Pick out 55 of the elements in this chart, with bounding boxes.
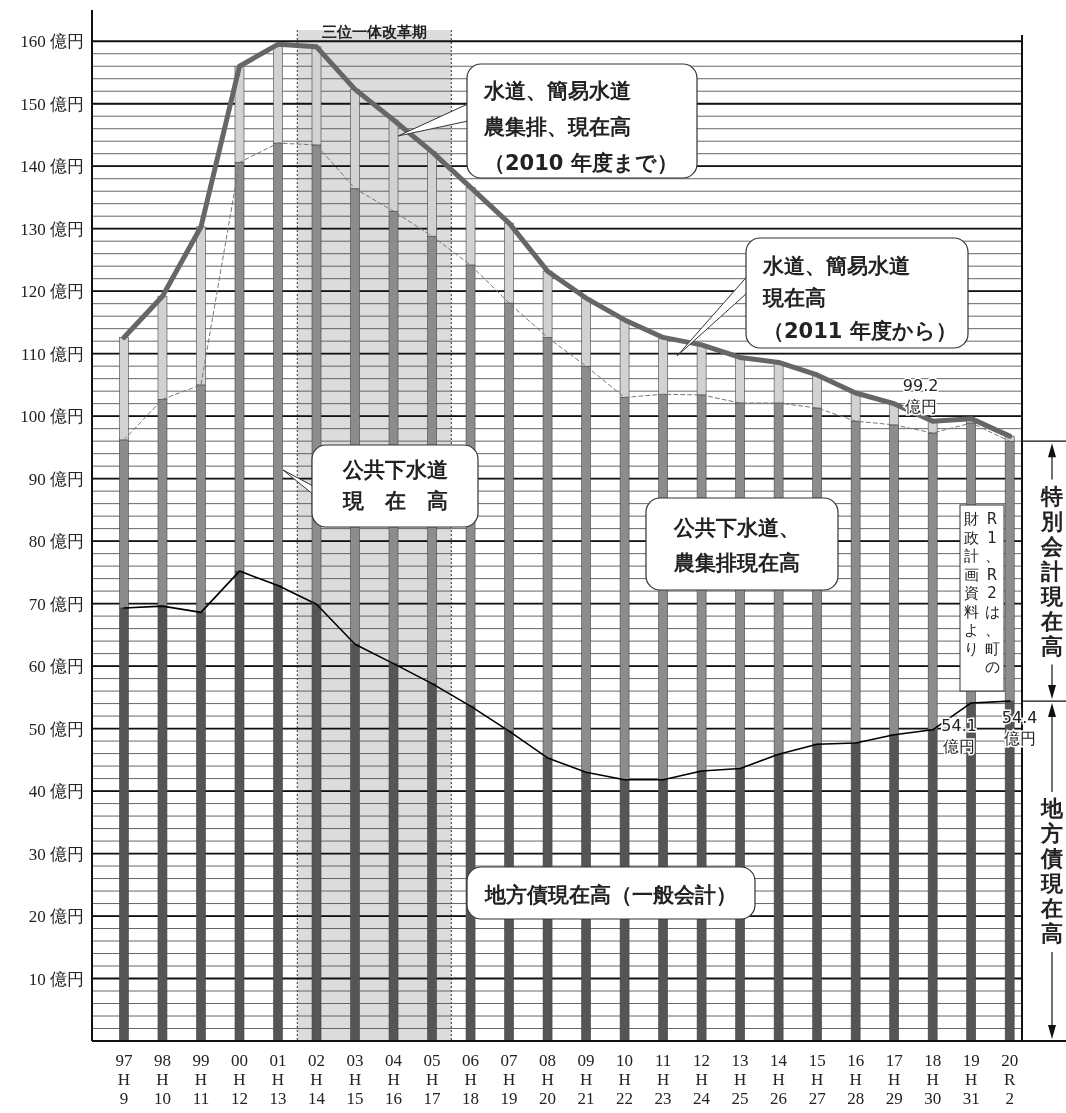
x-tick-label: 16 H 28 [847,1051,865,1108]
x-tick-label: 20 R 2 [1001,1051,1019,1108]
x-tick-label: 12 H 24 [693,1051,711,1108]
y-tick-label: 110 億円 [20,344,84,364]
y-tick-label: 90 億円 [28,469,84,489]
x-tick-label: 19 H 31 [962,1051,980,1108]
annotation: 三位一体改革期 [321,23,427,41]
x-tick-label: 14 H 26 [770,1051,788,1108]
callout: 水道、簡易水道農集排、現在高（2010 年度まで） [397,63,698,179]
text: R1、R2は、町の [984,510,1000,676]
callout: 公共下水道現 在 高 [282,444,479,528]
y-tick-label: 40 億円 [28,782,84,802]
x-tick-label: 97 H 9 [115,1051,133,1108]
x-tick-label: 01 H 13 [269,1051,287,1108]
y-tick-label: 30 億円 [28,844,84,864]
y-tick-label: 60 億円 [28,657,84,677]
x-tick-label: 98 H 10 [153,1051,171,1108]
callout: 地方債現在高（一般会計） [466,866,756,920]
y-tick-label: 80 億円 [28,532,84,552]
y-tick-label: 20 億円 [28,907,84,927]
x-tick-label: 99 H 11 [192,1051,210,1108]
x-tick-label: 10 H 22 [616,1051,634,1108]
x-tick-label: 00 H 12 [230,1051,248,1108]
x-tick-label: 11 H 23 [654,1051,672,1108]
x-tick-label: 15 H 27 [808,1051,827,1108]
y-tick-label: 70 億円 [28,594,84,614]
x-tick-label: 06 H 18 [462,1051,480,1108]
x-tick-label: 02 H 14 [308,1051,326,1108]
x-tick-label: 08 H 20 [539,1051,557,1108]
x-tick-label: 05 H 17 [423,1051,442,1108]
annotation: 公共下水道現 在 高 [341,458,448,513]
y-tick-label: 120 億円 [20,282,84,302]
y-tick-label: 130 億円 [20,219,84,239]
x-tick-label: 04 H 16 [385,1051,403,1108]
x-tick-label: 17 H 29 [885,1051,904,1108]
y-tick-label: 160 億円 [20,32,84,52]
bracket: 特別会計現在高 [1021,440,1066,700]
annotation: 財政計画資料より [963,510,979,658]
y-tick-label: 50 億円 [28,719,84,739]
y-tick-label: 10 億円 [28,969,84,989]
y-tick-label: 150 億円 [20,94,84,114]
x-tick-label: 03 H 15 [346,1051,364,1108]
annotation: 公共下水道、農集排現在高 [673,516,800,575]
x-tick-label: 18 H 30 [924,1051,942,1108]
callout: 公共下水道、農集排現在高 [645,497,839,591]
annotation: 水道、簡易水道現在高（2011 年度から） [762,254,957,343]
x-tick-label: 09 H 21 [577,1051,595,1108]
y-tick-label: 140 億円 [20,157,84,177]
annotation: 地方債現在高（一般会計） [484,883,737,907]
y-tick-label: 100 億円 [20,407,84,427]
callout: 水道、簡易水道現在高（2011 年度から） [676,237,969,357]
x-tick-label: 13 H 25 [731,1051,749,1108]
x-tick-label: 07 H 19 [500,1051,519,1108]
line-series [123,142,1011,442]
annotation: 水道、簡易水道農集排、現在高（2010 年度まで） [483,79,678,175]
